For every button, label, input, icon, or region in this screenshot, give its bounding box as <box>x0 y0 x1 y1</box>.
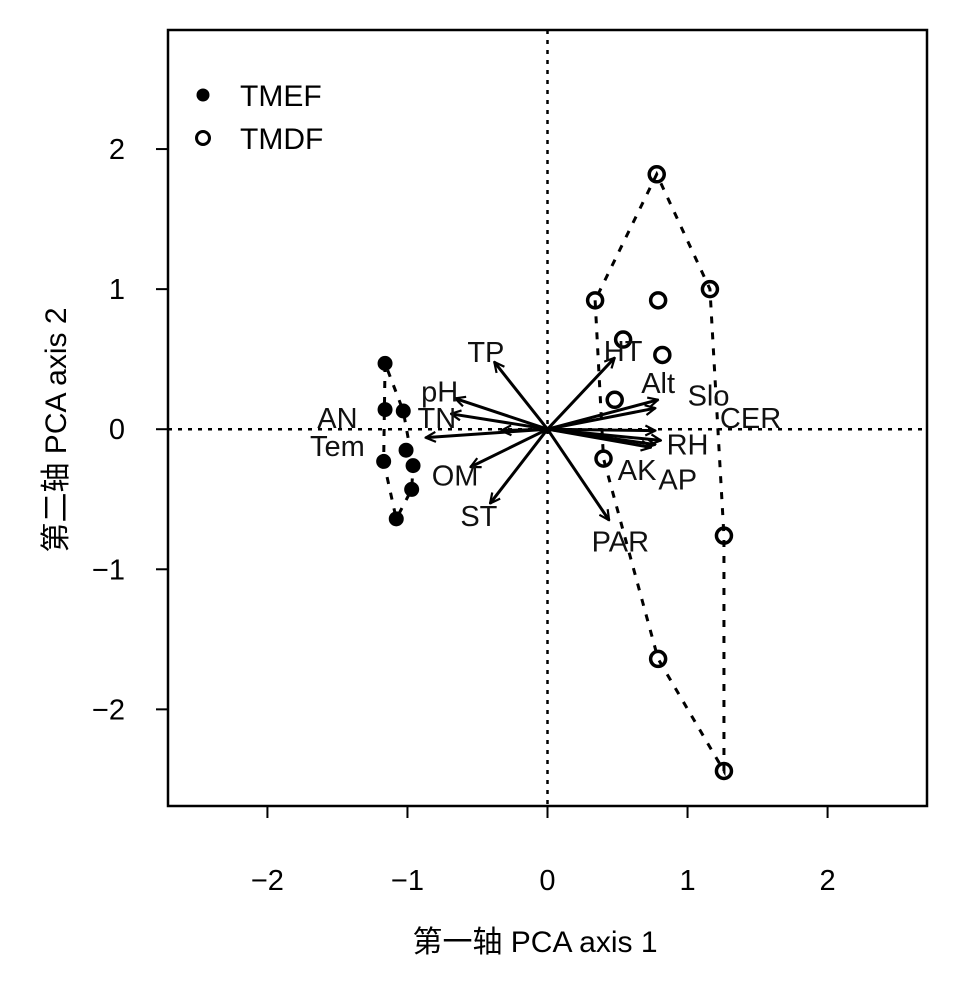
point-tmdf <box>648 649 668 669</box>
x-tick-label: 2 <box>820 865 836 897</box>
vector-label-st: ST <box>460 501 497 533</box>
x-tick-label: 0 <box>539 865 555 897</box>
vector-label-tem: Tem <box>310 431 365 463</box>
point-tmef <box>388 511 404 527</box>
point-tmef <box>377 355 393 371</box>
vector-arrow-par <box>546 428 610 520</box>
vector-label-cer: CER <box>720 403 781 435</box>
vector-arrow-tp <box>494 362 549 431</box>
point-tmdf <box>605 390 624 410</box>
point-tmef <box>377 402 393 418</box>
vector-label-om: OM <box>432 460 479 492</box>
point-tmdf <box>613 330 633 349</box>
vector-arrow-ap <box>547 427 656 444</box>
point-tmdf <box>653 345 672 365</box>
legend-label-tmef: TMEF <box>240 80 322 113</box>
point-tmdf <box>647 165 666 184</box>
vector-label-alt: Alt <box>641 368 675 400</box>
vector-arrow-cer <box>547 429 656 430</box>
vector-label-ak: AK <box>618 455 657 487</box>
vector-label-ap: AP <box>658 465 697 497</box>
point-tmdf <box>714 761 734 781</box>
x-tick-label: −1 <box>391 865 424 897</box>
legend: TMEF TMDF <box>195 80 323 156</box>
y-tick-label: 2 <box>109 134 125 166</box>
point-tmef <box>395 403 411 419</box>
y-tick-label: 1 <box>109 274 125 306</box>
vector-arrow-tem <box>426 427 548 437</box>
y-tick-label: 0 <box>109 414 125 446</box>
vector-arrow-om <box>470 427 549 469</box>
legend-marker-tmef <box>196 88 210 102</box>
vector-arrow-st <box>490 428 549 503</box>
y-tick-label: −2 <box>92 694 125 726</box>
vector-label-tn: TN <box>418 403 457 435</box>
point-tmef <box>398 442 414 458</box>
point-tmef <box>405 458 421 474</box>
point-tmef <box>404 481 420 497</box>
vector-arrow-ht <box>546 358 615 431</box>
point-tmdf <box>594 449 613 468</box>
legend-label-tmdf: TMDF <box>240 123 323 156</box>
point-tmdf <box>585 291 605 310</box>
hull-tmdf <box>593 170 726 777</box>
vector-label-ph: pH <box>421 376 458 408</box>
legend-marker-tmdf <box>195 130 211 146</box>
point-tmdf <box>700 279 720 299</box>
vector-label-tp: TP <box>467 337 504 369</box>
vector-arrow-tn <box>451 414 548 431</box>
x-tick-label: 1 <box>679 865 695 897</box>
vector-label-slo: Slo <box>688 381 730 413</box>
vector-label-par: PAR <box>592 526 649 558</box>
point-tmdf <box>648 291 668 310</box>
point-tmdf <box>714 526 734 545</box>
vector-label-ht: HT <box>604 336 643 368</box>
x-tick-label: −2 <box>251 865 284 897</box>
y-axis-label: 第二轴 PCA axis 2 <box>40 307 73 552</box>
point-tmef <box>376 453 392 469</box>
vector-arrow-slo <box>547 408 656 431</box>
y-tick-label: −1 <box>92 554 125 586</box>
vector-label-rh: RH <box>667 430 709 462</box>
vector-label-an: AN <box>317 403 357 435</box>
vector-arrow-ph <box>455 398 548 431</box>
x-axis-label: 第一轴 PCA axis 1 <box>412 926 657 959</box>
